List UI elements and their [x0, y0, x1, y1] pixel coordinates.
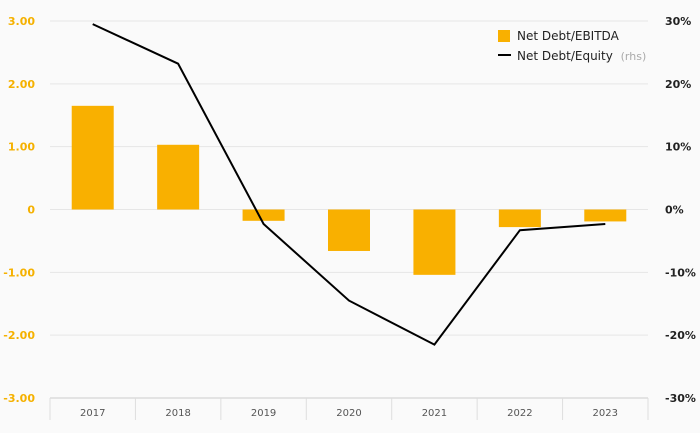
left-tick-label: 0 — [27, 204, 35, 217]
x-tick-label: 2020 — [336, 408, 361, 419]
legend-label-line: Net Debt/Equity (rhs) — [517, 49, 646, 63]
legend-label-bar: Net Debt/EBITDA — [517, 29, 620, 43]
left-tick-label: -1.00 — [3, 266, 35, 279]
legend-swatch-bar — [498, 30, 510, 42]
bar — [328, 209, 370, 251]
gridlines — [50, 20, 648, 336]
x-tick-label: 2019 — [251, 408, 276, 419]
legend: Net Debt/EBITDA Net Debt/Equity (rhs) — [498, 29, 646, 63]
x-tick-label: 2021 — [422, 408, 447, 419]
bar — [71, 105, 114, 210]
x-tick-label: 2022 — [507, 408, 532, 419]
left-tick-label: 3.00 — [8, 15, 35, 28]
legend-label-line-name: Net Debt/Equity — [517, 49, 613, 63]
legend-label-line-suffix: (rhs) — [621, 50, 647, 63]
left-tick-label: 1.00 — [8, 141, 35, 154]
left-axis: 3.00 2.00 1.00 0 -1.00 -2.00 -3.00 — [3, 15, 35, 405]
right-axis: 30% 20% 10% 0% -10% -20% -30% — [665, 15, 696, 405]
left-tick-label: 2.00 — [8, 78, 35, 91]
bar — [498, 209, 541, 228]
right-tick-label: 30% — [665, 15, 691, 28]
right-tick-label: -20% — [665, 329, 696, 342]
bar — [584, 209, 627, 222]
bar — [242, 209, 285, 221]
right-tick-label: -10% — [665, 266, 696, 279]
x-tick-label: 2023 — [593, 408, 618, 419]
x-axis: 2017 2018 2019 2020 2021 2022 2023 — [49, 397, 649, 420]
left-tick-label: -2.00 — [3, 329, 35, 342]
right-tick-label: 20% — [665, 78, 691, 91]
bar — [157, 144, 200, 210]
x-tick-label: 2017 — [80, 408, 105, 419]
right-tick-label: -30% — [665, 392, 696, 405]
bar-series — [71, 105, 627, 275]
bar — [413, 209, 456, 275]
line-series — [92, 23, 606, 346]
right-tick-label: 0% — [665, 204, 684, 217]
left-tick-label: -3.00 — [3, 392, 35, 405]
x-tick-label: 2018 — [165, 408, 190, 419]
right-tick-label: 10% — [665, 141, 691, 154]
